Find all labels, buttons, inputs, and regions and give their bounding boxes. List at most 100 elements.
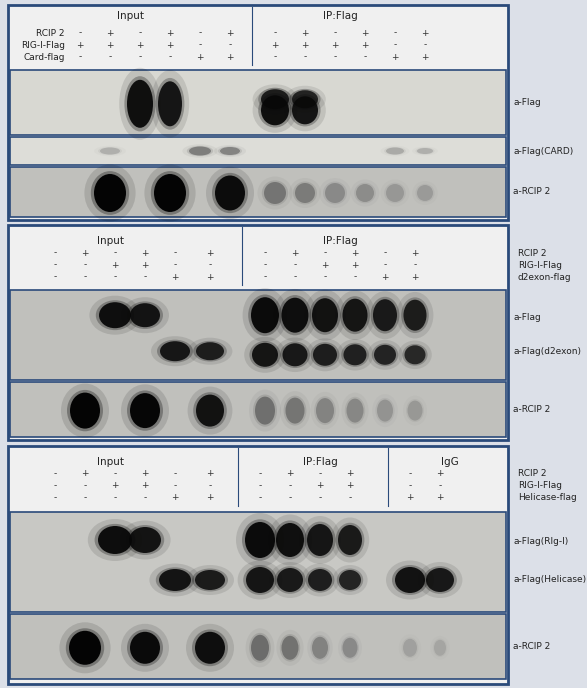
Text: +: + xyxy=(301,41,309,50)
Ellipse shape xyxy=(342,638,357,658)
Ellipse shape xyxy=(280,341,310,368)
Text: -: - xyxy=(139,28,141,38)
Text: +: + xyxy=(81,248,89,257)
Text: -: - xyxy=(383,248,387,257)
Ellipse shape xyxy=(433,638,447,657)
Text: -: - xyxy=(53,482,56,491)
Ellipse shape xyxy=(160,341,190,361)
Ellipse shape xyxy=(417,562,463,598)
Ellipse shape xyxy=(151,171,189,215)
Ellipse shape xyxy=(156,568,194,592)
Text: -: - xyxy=(53,261,56,270)
Text: a-RCIP 2: a-RCIP 2 xyxy=(513,642,550,651)
Ellipse shape xyxy=(238,561,282,599)
Ellipse shape xyxy=(249,633,271,663)
Ellipse shape xyxy=(195,632,225,664)
Text: +: + xyxy=(106,41,114,50)
Text: -: - xyxy=(143,272,147,281)
Text: -: - xyxy=(409,482,411,491)
Ellipse shape xyxy=(248,294,282,336)
Ellipse shape xyxy=(150,563,201,596)
Ellipse shape xyxy=(309,296,340,335)
Text: -: - xyxy=(53,248,56,257)
Text: -: - xyxy=(109,52,112,61)
Ellipse shape xyxy=(316,398,334,423)
Ellipse shape xyxy=(100,147,120,155)
Ellipse shape xyxy=(434,640,446,656)
Ellipse shape xyxy=(331,517,369,563)
Text: IP:Flag: IP:Flag xyxy=(323,236,357,246)
Ellipse shape xyxy=(98,147,122,155)
Ellipse shape xyxy=(127,391,163,431)
Text: +: + xyxy=(196,52,204,61)
Ellipse shape xyxy=(276,523,304,557)
Text: -: - xyxy=(53,469,56,478)
Ellipse shape xyxy=(284,86,326,113)
Ellipse shape xyxy=(70,393,100,429)
Text: IgG: IgG xyxy=(441,457,459,467)
Text: -: - xyxy=(264,261,266,270)
Text: +: + xyxy=(206,469,214,478)
Ellipse shape xyxy=(275,338,315,372)
Ellipse shape xyxy=(98,526,132,554)
Ellipse shape xyxy=(59,623,110,674)
Text: +: + xyxy=(421,52,429,61)
Ellipse shape xyxy=(282,343,308,366)
Ellipse shape xyxy=(242,288,288,342)
Text: -: - xyxy=(363,52,367,61)
Text: -: - xyxy=(423,41,427,50)
Text: +: + xyxy=(271,41,279,50)
Ellipse shape xyxy=(274,289,316,341)
Text: +: + xyxy=(286,469,294,478)
Ellipse shape xyxy=(314,396,336,425)
Text: -: - xyxy=(228,41,232,50)
Ellipse shape xyxy=(336,339,373,371)
Ellipse shape xyxy=(345,397,365,424)
Text: -: - xyxy=(143,493,147,502)
Ellipse shape xyxy=(151,336,199,366)
Ellipse shape xyxy=(301,563,339,596)
Ellipse shape xyxy=(386,147,404,155)
Ellipse shape xyxy=(206,166,254,219)
Ellipse shape xyxy=(246,567,274,593)
Ellipse shape xyxy=(66,628,104,667)
Ellipse shape xyxy=(251,635,269,660)
Ellipse shape xyxy=(311,635,329,660)
Text: Input: Input xyxy=(116,11,143,21)
Ellipse shape xyxy=(341,636,359,659)
Ellipse shape xyxy=(398,341,432,369)
Text: -: - xyxy=(294,261,296,270)
Ellipse shape xyxy=(151,70,189,138)
Text: -: - xyxy=(79,28,82,38)
Text: -: - xyxy=(173,482,177,491)
Text: -: - xyxy=(83,482,87,491)
Text: +: + xyxy=(321,261,329,270)
Ellipse shape xyxy=(377,400,393,422)
Ellipse shape xyxy=(307,632,333,665)
Ellipse shape xyxy=(284,396,306,426)
Ellipse shape xyxy=(311,392,339,429)
Ellipse shape xyxy=(253,394,277,427)
Text: RCIP 2: RCIP 2 xyxy=(36,28,65,38)
Ellipse shape xyxy=(251,297,279,333)
Text: +: + xyxy=(112,261,119,270)
Text: +: + xyxy=(361,41,369,50)
Bar xyxy=(10,167,506,217)
Ellipse shape xyxy=(304,290,346,341)
Ellipse shape xyxy=(384,147,406,155)
Ellipse shape xyxy=(426,568,454,592)
Ellipse shape xyxy=(244,337,286,373)
Ellipse shape xyxy=(307,524,333,556)
Ellipse shape xyxy=(258,93,292,127)
Text: +: + xyxy=(436,493,444,502)
Ellipse shape xyxy=(402,638,419,658)
Text: +: + xyxy=(406,493,414,502)
Text: +: + xyxy=(226,28,234,38)
Ellipse shape xyxy=(313,344,337,366)
Text: -: - xyxy=(413,261,417,270)
Ellipse shape xyxy=(186,565,234,595)
Ellipse shape xyxy=(215,175,245,211)
Ellipse shape xyxy=(157,340,193,363)
Text: RCIP 2: RCIP 2 xyxy=(518,248,546,257)
Ellipse shape xyxy=(376,398,394,423)
